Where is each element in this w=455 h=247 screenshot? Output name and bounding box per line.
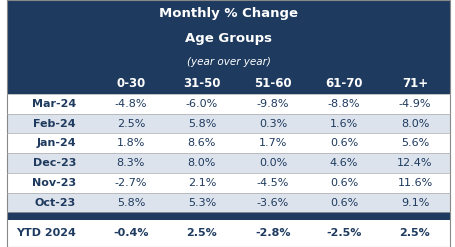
Text: Dec-23: Dec-23 bbox=[33, 158, 76, 168]
Text: -4.9%: -4.9% bbox=[399, 99, 431, 109]
Text: -6.0%: -6.0% bbox=[186, 99, 218, 109]
Text: YTD 2024: YTD 2024 bbox=[16, 228, 76, 238]
Text: 0.0%: 0.0% bbox=[259, 158, 287, 168]
Text: Age Groups: Age Groups bbox=[185, 32, 273, 45]
Text: 5.6%: 5.6% bbox=[401, 138, 429, 148]
Text: 31-50: 31-50 bbox=[183, 78, 221, 90]
Text: 8.3%: 8.3% bbox=[117, 158, 145, 168]
Text: 1.8%: 1.8% bbox=[117, 138, 145, 148]
Text: 0.6%: 0.6% bbox=[330, 178, 358, 188]
Text: -2.7%: -2.7% bbox=[115, 178, 147, 188]
Bar bbox=[7, 220, 450, 247]
Text: -3.6%: -3.6% bbox=[257, 198, 289, 207]
Text: 0.3%: 0.3% bbox=[259, 119, 287, 128]
Bar bbox=[7, 133, 450, 153]
Text: 8.0%: 8.0% bbox=[401, 119, 429, 128]
Bar bbox=[7, 193, 450, 212]
Bar bbox=[7, 173, 450, 193]
Text: 71+: 71+ bbox=[402, 78, 428, 90]
Text: 12.4%: 12.4% bbox=[397, 158, 433, 168]
Bar bbox=[7, 114, 450, 133]
Text: 0-30: 0-30 bbox=[116, 78, 146, 90]
Text: 2.5%: 2.5% bbox=[117, 119, 145, 128]
Text: 5.8%: 5.8% bbox=[117, 198, 145, 207]
Text: -0.4%: -0.4% bbox=[113, 228, 149, 238]
Text: 5.8%: 5.8% bbox=[188, 119, 216, 128]
Text: 1.7%: 1.7% bbox=[259, 138, 287, 148]
Text: -4.5%: -4.5% bbox=[257, 178, 289, 188]
Text: Nov-23: Nov-23 bbox=[32, 178, 76, 188]
Text: 9.1%: 9.1% bbox=[401, 198, 429, 207]
Text: 0.6%: 0.6% bbox=[330, 138, 358, 148]
Text: -2.5%: -2.5% bbox=[326, 228, 362, 238]
Text: 2.1%: 2.1% bbox=[188, 178, 216, 188]
Text: 2.5%: 2.5% bbox=[187, 228, 217, 238]
Text: 5.3%: 5.3% bbox=[188, 198, 216, 207]
Text: Jan-24: Jan-24 bbox=[36, 138, 76, 148]
Text: 4.6%: 4.6% bbox=[330, 158, 358, 168]
Bar bbox=[7, 212, 450, 220]
Text: 0.6%: 0.6% bbox=[330, 198, 358, 207]
Text: 8.6%: 8.6% bbox=[188, 138, 216, 148]
Text: 51-60: 51-60 bbox=[254, 78, 292, 90]
Bar bbox=[7, 0, 450, 94]
Text: Feb-24: Feb-24 bbox=[33, 119, 76, 128]
Text: Mar-24: Mar-24 bbox=[32, 99, 76, 109]
Text: 8.0%: 8.0% bbox=[188, 158, 216, 168]
Bar bbox=[7, 94, 450, 114]
Bar bbox=[7, 153, 450, 173]
Text: 1.6%: 1.6% bbox=[330, 119, 358, 128]
Text: 2.5%: 2.5% bbox=[399, 228, 430, 238]
Text: (year over year): (year over year) bbox=[187, 57, 271, 67]
Text: Monthly % Change: Monthly % Change bbox=[159, 7, 298, 21]
Text: -9.8%: -9.8% bbox=[257, 99, 289, 109]
Text: Oct-23: Oct-23 bbox=[35, 198, 76, 207]
Text: -4.8%: -4.8% bbox=[115, 99, 147, 109]
Text: 11.6%: 11.6% bbox=[397, 178, 433, 188]
Text: 61-70: 61-70 bbox=[325, 78, 363, 90]
Text: -8.8%: -8.8% bbox=[328, 99, 360, 109]
Text: -2.8%: -2.8% bbox=[255, 228, 291, 238]
